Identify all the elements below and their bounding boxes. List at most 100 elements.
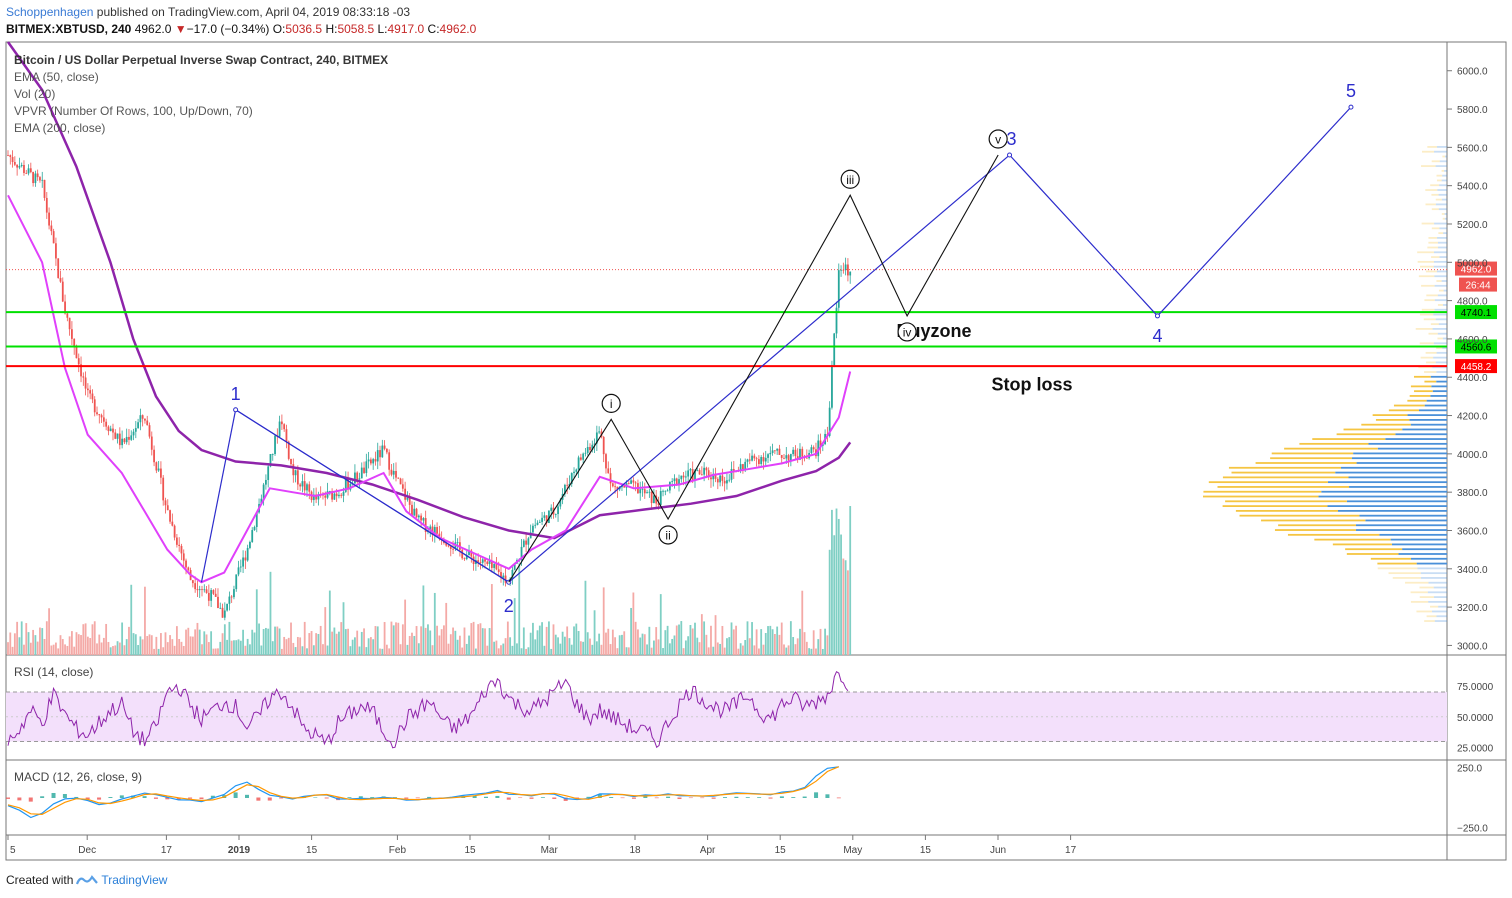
wave-point <box>1349 105 1353 109</box>
candle-body <box>464 558 466 559</box>
volume-bar <box>292 643 294 655</box>
volume-bar <box>831 510 833 655</box>
volume-bar <box>518 563 520 655</box>
candle-body <box>772 450 774 453</box>
volume-bar <box>712 647 714 655</box>
candle-body <box>388 452 390 469</box>
candle-body <box>121 439 123 445</box>
y-tick-label: 3000.0 <box>1457 641 1488 652</box>
volume-bar <box>363 628 365 655</box>
volume-bar <box>571 645 573 655</box>
volume-bar <box>308 633 310 655</box>
volume-bar <box>142 639 144 655</box>
vpvr-up-bar <box>1338 510 1447 512</box>
candle-body <box>108 427 110 431</box>
volume-bar <box>573 626 575 655</box>
volume-bar <box>422 585 424 655</box>
vpvr-up-bar <box>1385 438 1447 440</box>
volume-bar <box>744 640 746 655</box>
volume-bar <box>85 623 87 655</box>
macd-hist-bar <box>530 798 534 799</box>
volume-bar <box>512 646 514 655</box>
candle-body <box>724 481 726 484</box>
volume-bar <box>676 626 678 655</box>
vpvr-down-bar <box>1377 563 1416 565</box>
candle-body <box>55 243 57 258</box>
vpvr-up-bar <box>1437 271 1447 273</box>
vpvr-up-bar <box>1440 160 1447 162</box>
volume-bar <box>648 627 650 655</box>
y-tick-label: 4400.0 <box>1457 373 1488 384</box>
volume-bar <box>94 621 96 655</box>
tradingview-link[interactable]: TradingView <box>101 873 167 887</box>
candle-body <box>324 496 326 498</box>
chart-canvas[interactable]: 4740.14560.64458.24962.026:44BuyzoneStop… <box>0 0 1512 898</box>
vpvr-down-bar <box>1419 587 1433 589</box>
volume-bar <box>160 633 162 655</box>
volume-bar <box>420 626 422 655</box>
candle-body <box>733 469 735 471</box>
macd-hist-bar <box>677 798 681 800</box>
volume-bar <box>418 643 420 655</box>
candle-body <box>749 459 751 460</box>
volume-bar <box>486 646 488 655</box>
black-wave-label: iii <box>846 173 854 187</box>
volume-bar <box>190 636 192 655</box>
volume-bar <box>101 642 103 655</box>
macd-hist-bar <box>666 797 670 798</box>
candle-body <box>667 490 669 491</box>
vpvr-down-bar <box>1424 371 1436 373</box>
volume-bar <box>445 603 447 655</box>
macd-hist-bar <box>29 798 33 802</box>
candle-body <box>534 525 536 526</box>
volume-bar <box>44 639 46 655</box>
volume-bar <box>388 648 390 655</box>
volume-bar <box>690 625 692 655</box>
volume-bar <box>185 630 187 655</box>
vpvr-down-bar <box>1416 328 1433 330</box>
volume-bar <box>146 636 148 655</box>
volume-bar <box>578 631 580 655</box>
candle-body <box>377 450 379 461</box>
vpvr-up-bar <box>1439 194 1447 196</box>
vpvr-down-bar <box>1443 218 1445 220</box>
vpvr-up-bar <box>1335 472 1447 474</box>
candle-body <box>247 548 249 560</box>
vpvr-up-bar <box>1418 567 1447 569</box>
volume-bar <box>181 642 183 655</box>
candle-body <box>783 458 785 459</box>
volume-bar <box>644 634 646 655</box>
volume-bar <box>413 636 415 655</box>
volume-bar <box>78 634 80 655</box>
volume-bar <box>386 645 388 655</box>
vpvr-up-bar <box>1442 175 1447 177</box>
volume-bar <box>258 624 260 655</box>
candle-body <box>336 494 338 497</box>
macd-hist-bar <box>837 798 841 799</box>
volume-bar <box>114 645 116 655</box>
candle-body <box>167 505 169 510</box>
volume-bar <box>708 647 710 655</box>
candle-body <box>742 464 744 469</box>
y-tick-label: 5000.0 <box>1457 258 1488 269</box>
candle-body <box>646 492 648 493</box>
volume-bar <box>601 645 603 655</box>
volume-bar <box>128 627 130 655</box>
vpvr-down-bar <box>1424 381 1436 383</box>
vpvr-down-bar <box>1378 567 1418 569</box>
macd-hist-bar <box>6 798 10 799</box>
candle-body <box>365 461 367 473</box>
vpvr-down-bar <box>1426 362 1436 364</box>
macd-hist-bar <box>632 798 636 799</box>
volume-bar <box>167 642 169 655</box>
volume-bar <box>19 637 21 655</box>
candle-body <box>103 417 105 421</box>
volume-bar <box>397 623 399 655</box>
volume-bar <box>539 626 541 655</box>
legend-entry: EMA (50, close) <box>14 70 99 84</box>
candle-body <box>648 492 650 493</box>
vpvr-up-bar <box>1439 184 1447 186</box>
volume-bar <box>37 642 39 655</box>
candle-body <box>395 471 397 478</box>
vpvr-down-bar <box>1421 357 1434 359</box>
